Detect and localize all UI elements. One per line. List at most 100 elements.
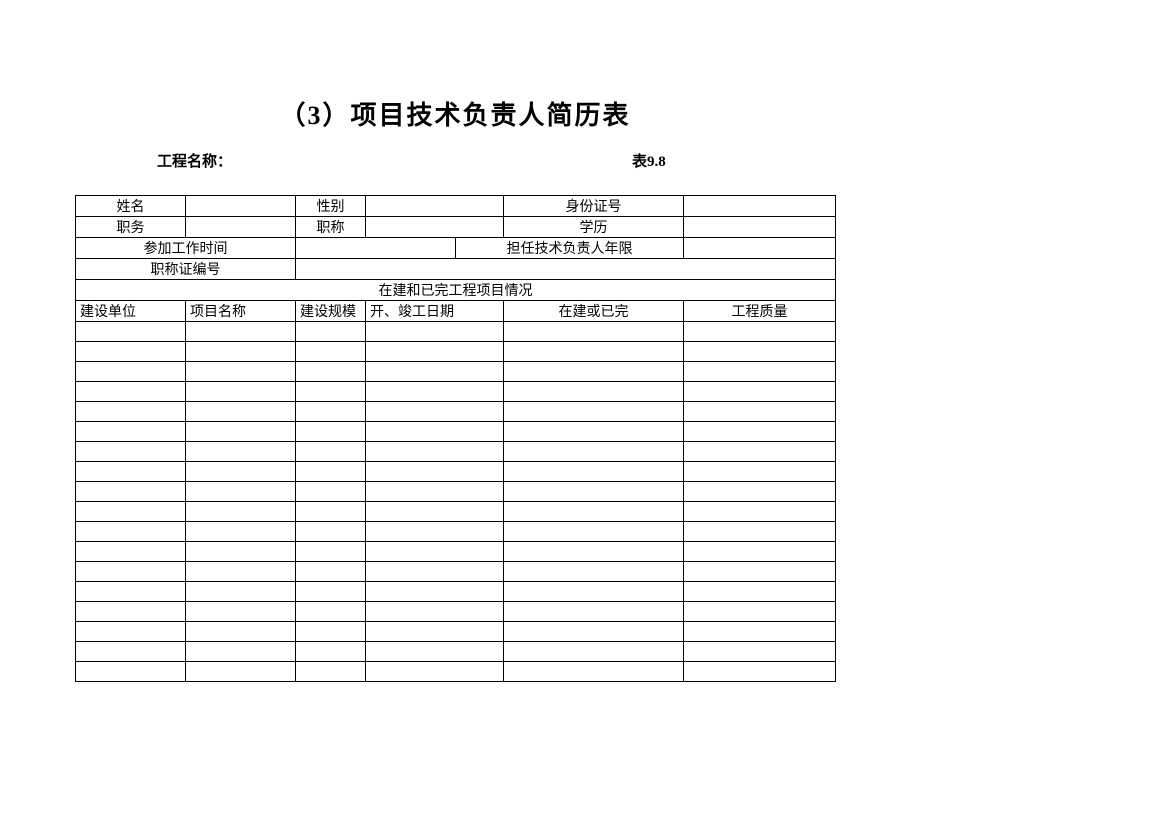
page-title: （3）项目技术负责人简历表 [75, 95, 835, 132]
table-cell [504, 402, 684, 422]
gender-label: 性别 [296, 196, 366, 217]
table-cell [186, 342, 296, 362]
table-cell [296, 602, 366, 622]
col-project: 项目名称 [186, 301, 296, 322]
table-cell [504, 482, 684, 502]
table-cell [76, 542, 186, 562]
info-row-2: 职务 职称 学历 [76, 217, 836, 238]
table-cell [296, 642, 366, 662]
column-header-row: 建设单位 项目名称 建设规模 开、竣工日期 在建或已完 工程质量 [76, 301, 836, 322]
name-label: 姓名 [76, 196, 186, 217]
table-cell [296, 322, 366, 342]
table-cell [684, 622, 836, 642]
table-cell [296, 342, 366, 362]
table-cell [366, 542, 504, 562]
techyears-label: 担任技术负责人年限 [456, 238, 684, 259]
table-cell [76, 642, 186, 662]
table-cell [296, 662, 366, 682]
table-row [76, 422, 836, 442]
table-cell [684, 602, 836, 622]
table-cell [186, 382, 296, 402]
table-row [76, 482, 836, 502]
table-cell [366, 422, 504, 442]
table-row [76, 342, 836, 362]
table-cell [504, 662, 684, 682]
table-cell [296, 582, 366, 602]
table-row [76, 522, 836, 542]
table-cell [76, 362, 186, 382]
table-cell [186, 542, 296, 562]
table-cell [366, 462, 504, 482]
table-cell [366, 622, 504, 642]
table-cell [366, 562, 504, 582]
table-cell [76, 422, 186, 442]
table-cell [76, 602, 186, 622]
table-cell [186, 562, 296, 582]
table-row [76, 362, 836, 382]
col-status: 在建或已完 [504, 301, 684, 322]
table-cell [366, 382, 504, 402]
table-cell [504, 582, 684, 602]
table-cell [296, 502, 366, 522]
table-row [76, 542, 836, 562]
position-label: 职务 [76, 217, 186, 238]
worktime-label: 参加工作时间 [76, 238, 296, 259]
table-row [76, 642, 836, 662]
table-cell [684, 442, 836, 462]
table-cell [366, 442, 504, 462]
id-label: 身份证号 [504, 196, 684, 217]
table-cell [684, 402, 836, 422]
table-cell [186, 662, 296, 682]
table-cell [684, 382, 836, 402]
table-cell [76, 382, 186, 402]
table-cell [684, 662, 836, 682]
resume-table: 姓名 性别 身份证号 职务 职称 学历 参加工作时间 担任技术负责人年限 [75, 195, 836, 682]
table-cell [504, 422, 684, 442]
table-cell [76, 462, 186, 482]
table-cell [76, 402, 186, 422]
table-cell [684, 642, 836, 662]
table-cell [296, 422, 366, 442]
table-cell [296, 442, 366, 462]
table-cell [684, 482, 836, 502]
table-number: 表9.8 [632, 150, 666, 171]
table-cell [684, 462, 836, 482]
table-cell [186, 602, 296, 622]
project-name-label: 工程名称： [157, 150, 232, 171]
table-cell [296, 382, 366, 402]
table-cell [504, 622, 684, 642]
col-quality: 工程质量 [684, 301, 836, 322]
table-cell [366, 522, 504, 542]
table-cell [684, 542, 836, 562]
col-unit: 建设单位 [76, 301, 186, 322]
table-cell [76, 442, 186, 462]
table-row [76, 382, 836, 402]
table-cell [504, 442, 684, 462]
table-cell [186, 502, 296, 522]
table-cell [684, 422, 836, 442]
table-cell [186, 642, 296, 662]
table-row [76, 662, 836, 682]
table-row [76, 502, 836, 522]
table-cell [296, 622, 366, 642]
table-cell [296, 562, 366, 582]
table-cell [76, 482, 186, 502]
table-cell [366, 662, 504, 682]
title-value [366, 217, 504, 238]
table-cell [366, 342, 504, 362]
table-cell [366, 582, 504, 602]
section-header-row: 在建和已完工程项目情况 [76, 280, 836, 301]
table-cell [76, 322, 186, 342]
table-cell [366, 482, 504, 502]
table-row [76, 462, 836, 482]
techyears-value [684, 238, 836, 259]
table-cell [186, 422, 296, 442]
table-cell [76, 342, 186, 362]
table-cell [684, 562, 836, 582]
table-cell [76, 622, 186, 642]
gender-value [366, 196, 504, 217]
col-dates: 开、竣工日期 [366, 301, 504, 322]
cert-label: 职称证编号 [76, 259, 296, 280]
table-cell [76, 662, 186, 682]
info-row-4: 职称证编号 [76, 259, 836, 280]
